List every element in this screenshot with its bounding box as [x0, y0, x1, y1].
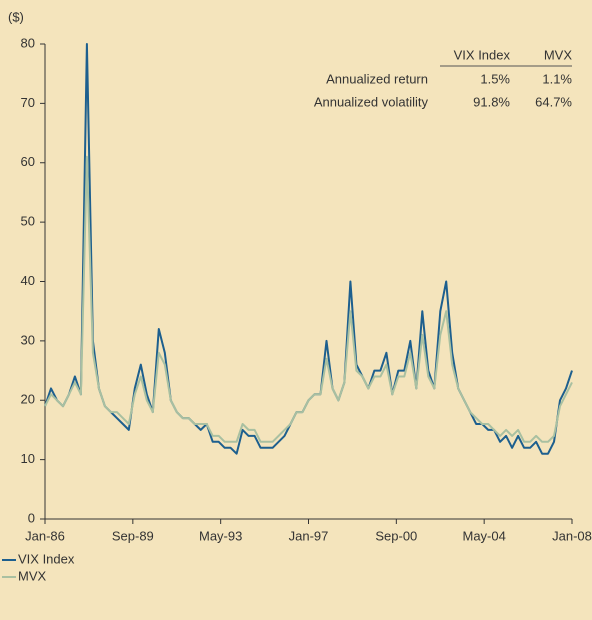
table-header: VIX Index — [454, 47, 511, 62]
table-cell: 91.8% — [473, 94, 510, 109]
x-tick-label: Jan-97 — [289, 528, 329, 543]
y-axis-label: ($) — [8, 9, 24, 24]
x-tick-label: Sep-00 — [375, 528, 417, 543]
legend-label: MVX — [18, 568, 47, 583]
table-cell: 64.7% — [535, 94, 572, 109]
x-tick-label: May-93 — [199, 528, 242, 543]
x-tick-label: Jan-86 — [25, 528, 65, 543]
table-header: MVX — [544, 47, 573, 62]
table-cell: 1.1% — [542, 71, 572, 86]
series-line — [44, 155, 573, 443]
table-row-label: Annualized volatility — [314, 94, 429, 109]
y-tick-label: 0 — [28, 510, 35, 525]
y-tick-label: 50 — [21, 214, 35, 229]
y-tick-label: 60 — [21, 154, 35, 169]
y-tick-label: 40 — [21, 273, 35, 288]
legend-label: VIX Index — [18, 551, 75, 566]
x-tick-label: Sep-89 — [112, 528, 154, 543]
y-tick-label: 30 — [21, 332, 35, 347]
y-tick-label: 20 — [21, 392, 35, 407]
table-cell: 1.5% — [480, 71, 510, 86]
x-tick-label: May-04 — [462, 528, 505, 543]
y-tick-label: 70 — [21, 95, 35, 110]
y-tick-label: 10 — [21, 451, 35, 466]
x-tick-label: Jan-08 — [552, 528, 592, 543]
table-row-label: Annualized return — [326, 71, 428, 86]
y-tick-label: 80 — [21, 35, 35, 50]
